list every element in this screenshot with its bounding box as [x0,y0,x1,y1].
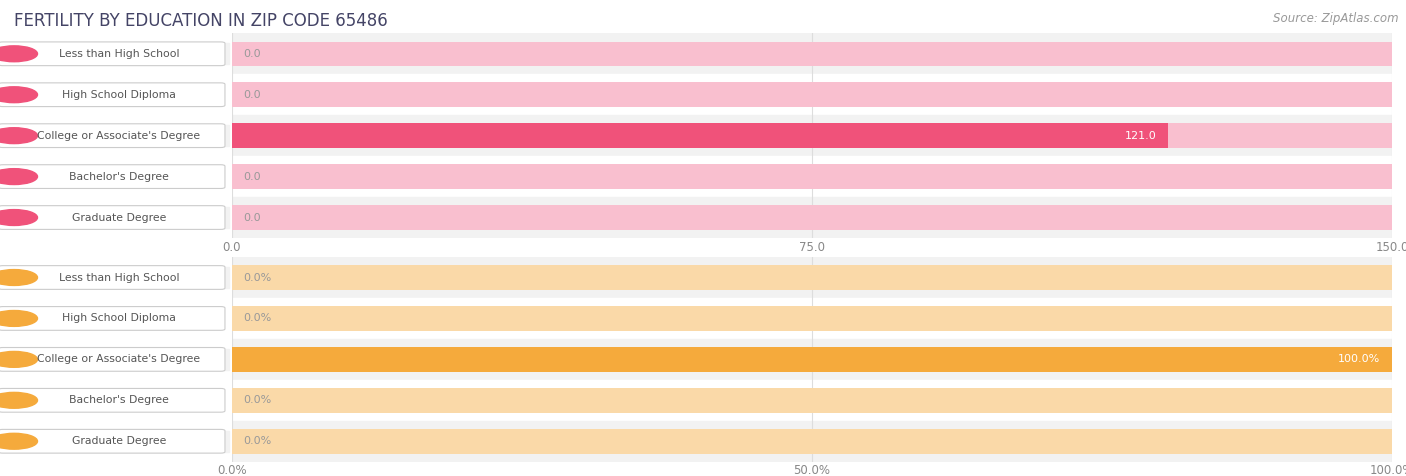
Bar [232,265,1392,290]
Bar [232,115,1392,156]
Text: 100.0%: 100.0% [1339,354,1381,365]
Bar [232,156,1392,197]
Bar [232,164,1392,189]
Bar [232,197,1392,238]
Bar [232,298,1392,339]
Bar [232,33,1392,74]
Text: College or Associate's Degree: College or Associate's Degree [37,354,201,365]
Text: High School Diploma: High School Diploma [62,313,176,324]
Bar [232,205,1392,230]
Text: 0.0: 0.0 [243,89,262,100]
Bar [232,380,1392,421]
Text: Graduate Degree: Graduate Degree [72,212,166,223]
Text: 121.0: 121.0 [1125,130,1156,141]
Bar [232,74,1392,115]
Text: Bachelor's Degree: Bachelor's Degree [69,171,169,182]
Text: 0.0: 0.0 [243,212,262,223]
Text: Graduate Degree: Graduate Degree [72,436,166,446]
Text: Less than High School: Less than High School [59,49,179,59]
Text: 0.0%: 0.0% [243,313,271,324]
Bar [232,41,1392,66]
Bar [232,123,1167,148]
Bar [232,347,1392,372]
Bar [232,306,1392,331]
Text: 0.0%: 0.0% [243,272,271,283]
Text: 0.0%: 0.0% [243,395,271,406]
Text: 0.0: 0.0 [243,171,262,182]
Text: Source: ZipAtlas.com: Source: ZipAtlas.com [1274,12,1399,25]
Bar [232,347,1392,372]
Bar [232,429,1392,454]
Text: College or Associate's Degree: College or Associate's Degree [37,130,201,141]
Text: High School Diploma: High School Diploma [62,89,176,100]
Bar [232,388,1392,413]
Text: FERTILITY BY EDUCATION IN ZIP CODE 65486: FERTILITY BY EDUCATION IN ZIP CODE 65486 [14,12,388,30]
Text: Less than High School: Less than High School [59,272,179,283]
Text: Bachelor's Degree: Bachelor's Degree [69,395,169,406]
Text: 0.0: 0.0 [243,49,262,59]
Bar [232,339,1392,380]
Bar [232,421,1392,462]
Bar [232,82,1392,107]
Bar [232,257,1392,298]
Bar [232,123,1392,148]
Text: 0.0%: 0.0% [243,436,271,446]
